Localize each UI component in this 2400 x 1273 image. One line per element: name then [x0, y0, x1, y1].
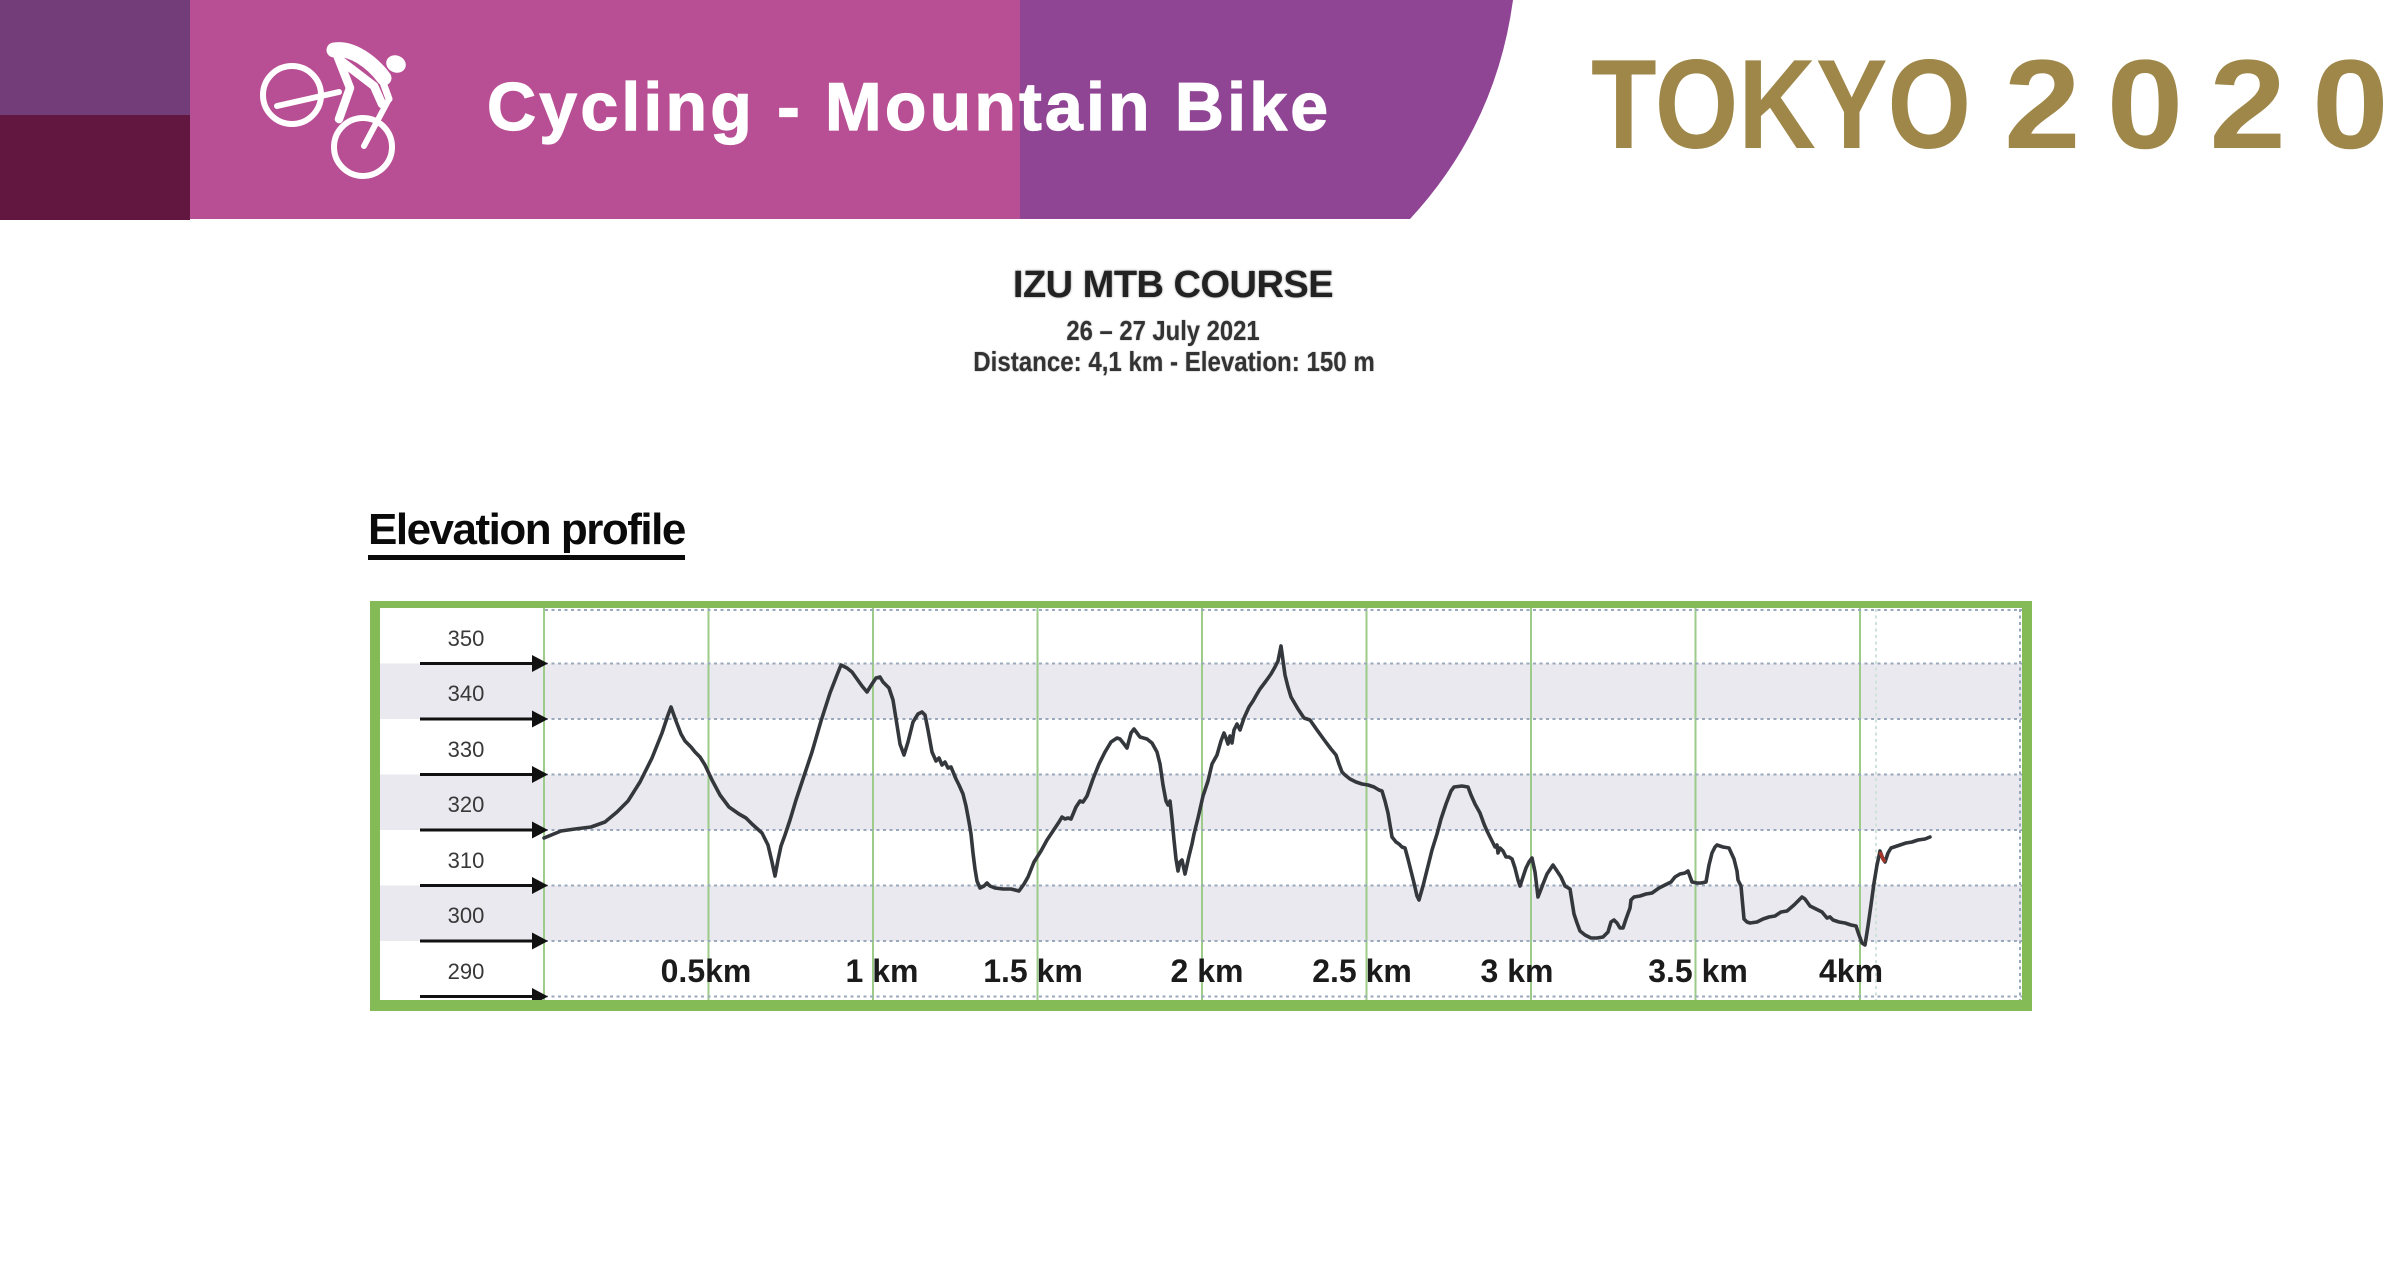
svg-text:3 km: 3 km [1481, 953, 1554, 989]
svg-text:1.5 km: 1.5 km [983, 953, 1083, 989]
svg-text:310: 310 [448, 848, 485, 873]
svg-text:3.5 km: 3.5 km [1648, 953, 1748, 989]
svg-text:0.5km: 0.5km [661, 953, 752, 989]
svg-text:350: 350 [448, 626, 485, 651]
svg-text:2.5 km: 2.5 km [1312, 953, 1412, 989]
svg-text:4km: 4km [1819, 953, 1883, 989]
svg-text:300: 300 [448, 903, 485, 928]
svg-text:2 km: 2 km [1171, 953, 1244, 989]
svg-text:320: 320 [448, 792, 485, 817]
svg-text:340: 340 [448, 681, 485, 706]
svg-text:330: 330 [448, 737, 485, 762]
svg-text:1 km: 1 km [846, 953, 919, 989]
svg-text:290: 290 [448, 959, 485, 984]
